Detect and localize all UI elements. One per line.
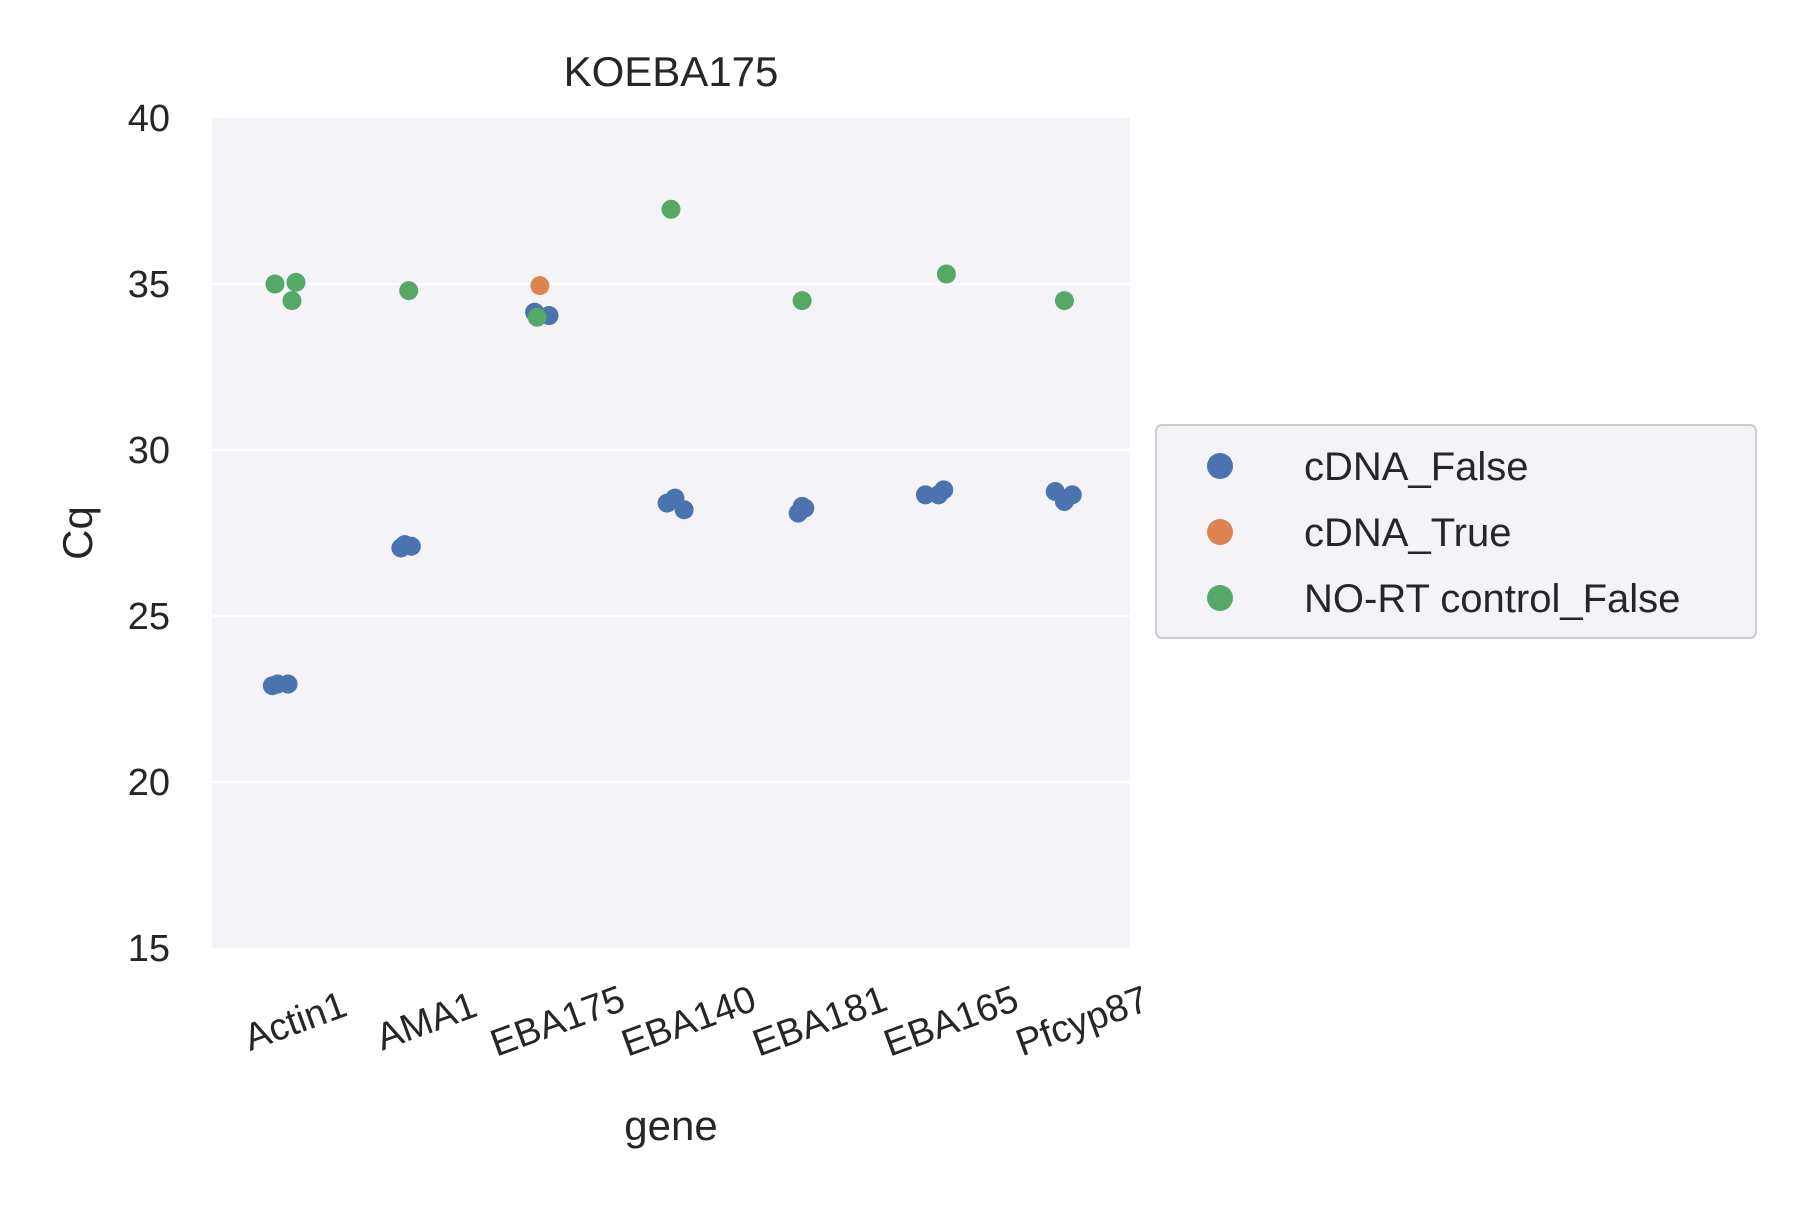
legend: cDNA_False cDNA_True NO-RT control_False <box>1155 424 1757 639</box>
legend-frame <box>1155 424 1757 639</box>
legend-marker <box>1207 519 1233 545</box>
data-point <box>661 199 681 219</box>
data-point <box>530 276 550 296</box>
x-tick-label: Pfcyp87 <box>1011 979 1154 1065</box>
x-tick-label: EBA175 <box>485 978 630 1065</box>
chart-title: KOEBA175 <box>564 48 779 95</box>
y-axis-title: Cq <box>54 506 101 560</box>
x-tick-label: EBA181 <box>747 978 892 1065</box>
data-point <box>401 536 421 556</box>
legend-marker <box>1207 453 1233 479</box>
x-tick-label: EBA165 <box>878 978 1023 1065</box>
y-axis-ticks: 15 20 25 30 35 40 <box>128 98 170 970</box>
x-tick-label: EBA140 <box>616 978 761 1065</box>
data-point <box>915 485 935 505</box>
y-tick-label: 35 <box>128 264 170 306</box>
legend-label: cDNA_False <box>1304 445 1529 489</box>
y-tick-label: 40 <box>128 98 170 140</box>
x-tick-label: Actin1 <box>239 984 353 1060</box>
y-tick-label: 20 <box>128 762 170 804</box>
legend-label: NO-RT control_False <box>1304 577 1680 621</box>
data-point <box>792 291 812 311</box>
gridlines <box>212 282 1130 784</box>
data-point <box>278 674 298 694</box>
data-point <box>1062 485 1082 505</box>
plot-area-background <box>212 118 1130 948</box>
data-point <box>286 272 306 292</box>
x-axis-ticks: Actin1 AMA1 EBA175EBA140EBA181EBA165Pfcyp8… <box>239 978 1154 1065</box>
legend-label: cDNA_True <box>1304 511 1511 555</box>
data-point <box>674 500 694 520</box>
data-points <box>262 199 1082 696</box>
y-tick-label: 30 <box>128 430 170 472</box>
data-point <box>936 264 956 284</box>
x-tick-label: AMA1 <box>371 984 483 1059</box>
data-point <box>399 281 419 301</box>
data-point <box>934 480 954 500</box>
legend-items: cDNA_False cDNA_True NO-RT control_False <box>1207 445 1680 621</box>
data-point <box>795 498 815 518</box>
data-point <box>1054 291 1074 311</box>
x-axis-title: gene <box>624 1102 717 1149</box>
y-tick-label: 15 <box>128 928 170 970</box>
y-tick-label: 25 <box>128 596 170 638</box>
legend-marker <box>1207 585 1233 611</box>
data-point <box>282 291 302 311</box>
data-point <box>527 307 547 327</box>
data-point <box>265 274 285 294</box>
